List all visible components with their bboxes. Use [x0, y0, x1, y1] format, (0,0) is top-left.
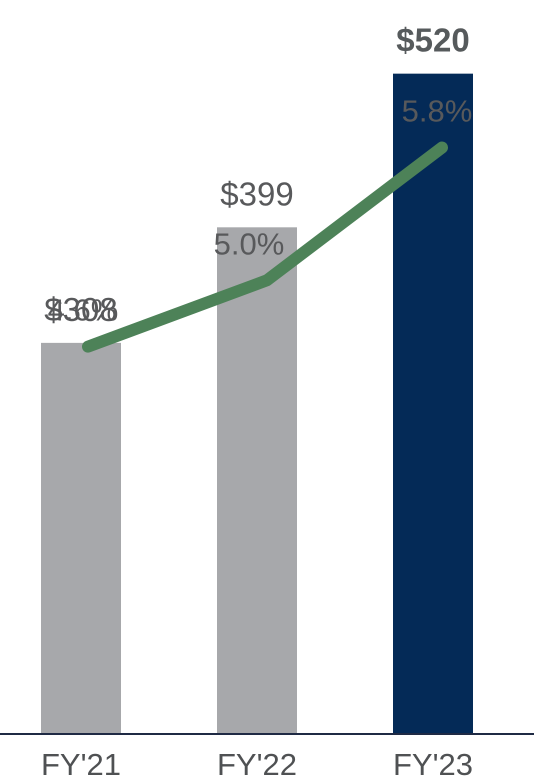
- bar-labels-layer: $308 $399 $520: [44, 22, 469, 328]
- x-tick-label-3: FY'23: [393, 747, 473, 781]
- x-tick-labels: FY'21 FY'22 FY'23: [41, 747, 473, 781]
- bar-1: [41, 342, 121, 734]
- bar-2: [217, 227, 297, 735]
- bar-3: [393, 73, 473, 734]
- bar-value-label-1: $308: [44, 291, 117, 328]
- x-tick-label-2: FY'22: [217, 747, 297, 781]
- line-layer: [82, 141, 448, 353]
- pct-labels-layer: 4.6% 5.0% 5.8%: [48, 94, 473, 328]
- margin-line: [82, 141, 448, 353]
- bar-value-label-2: $399: [220, 175, 293, 212]
- margin-label-2: 5.0%: [214, 226, 285, 261]
- bars-layer: [41, 73, 473, 735]
- margin-label-3: 5.8%: [402, 94, 473, 129]
- margin-label-1: 4.6%: [48, 293, 119, 328]
- bar-value-label-3: $520: [396, 22, 469, 59]
- x-tick-label-1: FY'21: [41, 747, 121, 781]
